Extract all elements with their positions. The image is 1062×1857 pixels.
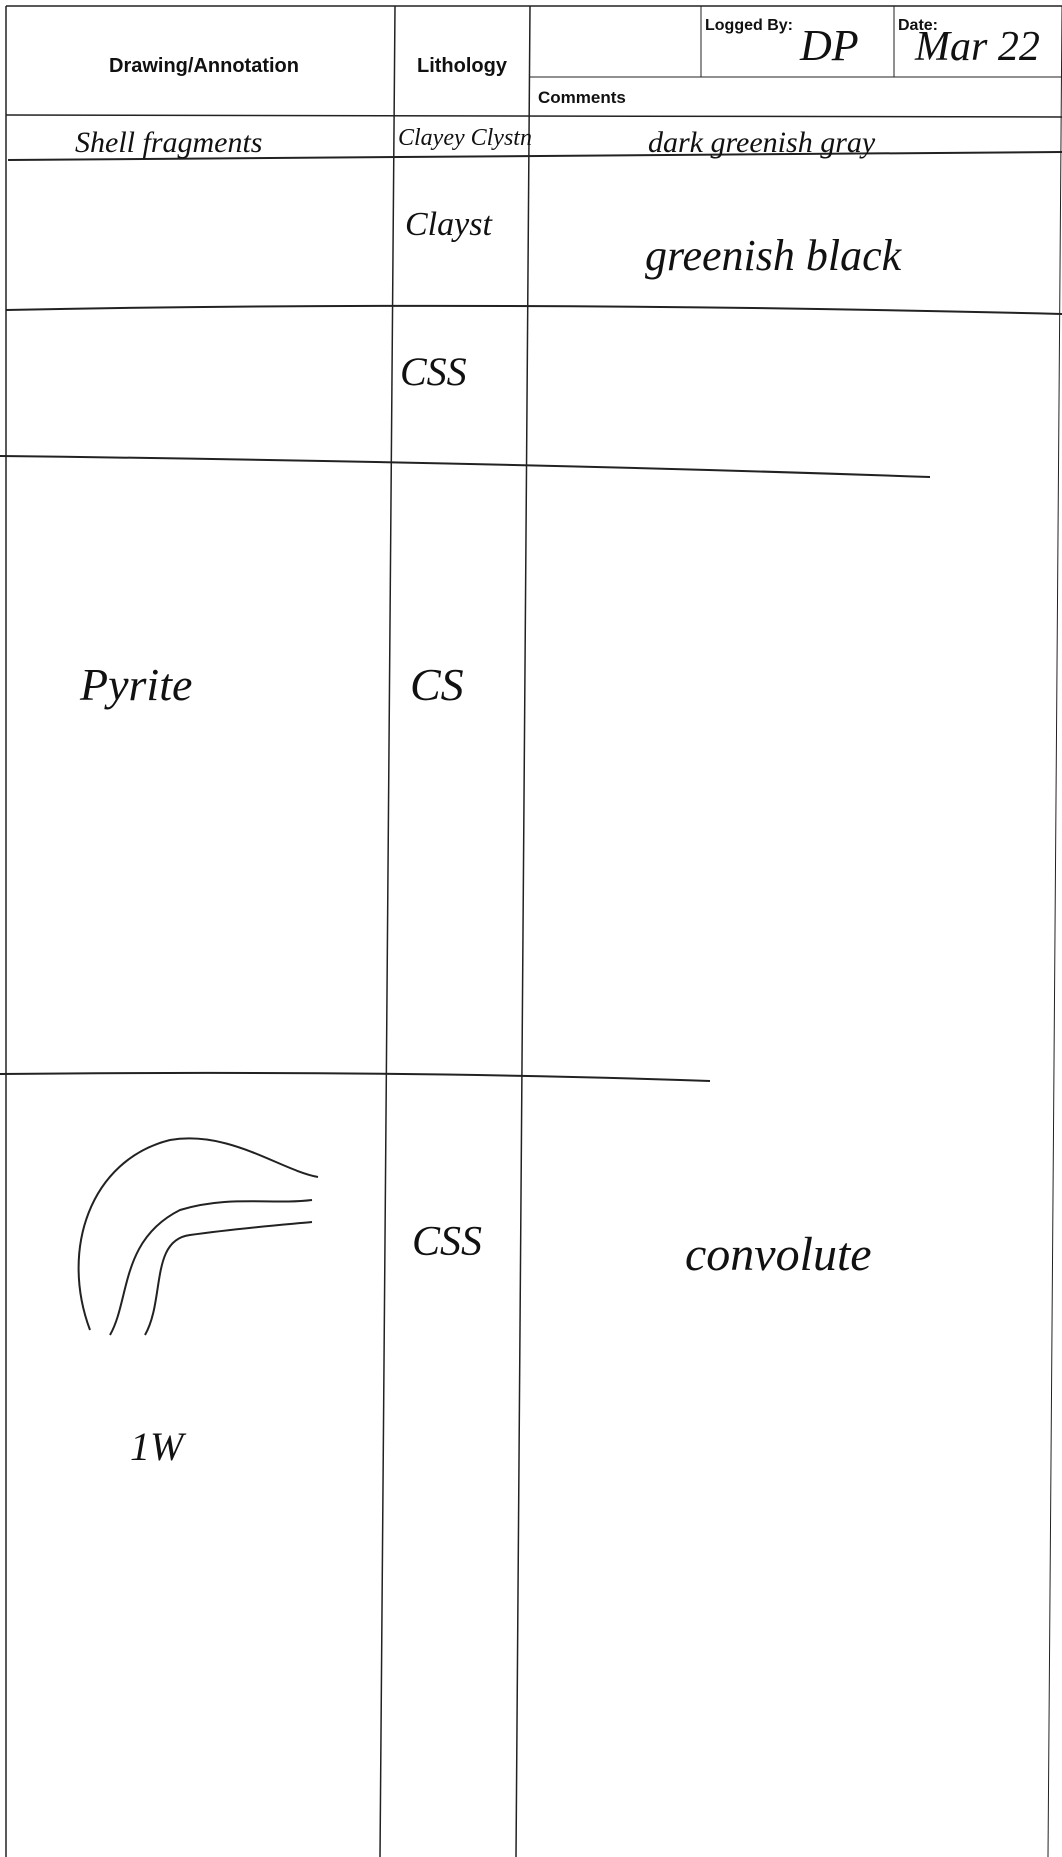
row-line — [5, 304, 1062, 315]
lithology: CSS — [400, 349, 467, 394]
row-line — [7, 151, 1062, 161]
lithology: CSS — [412, 1219, 482, 1265]
lithology: Clayey Clystn — [398, 125, 532, 151]
column-divider — [379, 5, 396, 1857]
lithology: CS — [410, 659, 464, 710]
comment: dark greenish gray — [648, 126, 876, 159]
header-bottom — [5, 114, 1062, 118]
logged-by: DP — [799, 21, 859, 70]
column-header: Drawing/Annotation — [109, 55, 299, 77]
drawing-note: Shell fragments — [75, 126, 263, 159]
row-line — [0, 1071, 711, 1082]
column-divider — [1047, 5, 1062, 1857]
convolute-sketch — [77, 1137, 319, 1336]
drawing-note: Pyrite — [79, 659, 192, 710]
drawing-note: 1W — [130, 1424, 187, 1469]
column-header: Lithology — [417, 55, 508, 77]
comment: greenish black — [645, 231, 903, 280]
column-divider — [515, 5, 531, 1857]
field-label: Logged By: — [705, 17, 793, 34]
lithology: Clayst — [405, 206, 493, 243]
field-label: Date: — [898, 17, 938, 34]
column-header: Comments — [538, 88, 626, 107]
comment: convolute — [685, 1228, 872, 1281]
row-line — [0, 455, 931, 478]
date: Mar 22 — [914, 24, 1040, 70]
